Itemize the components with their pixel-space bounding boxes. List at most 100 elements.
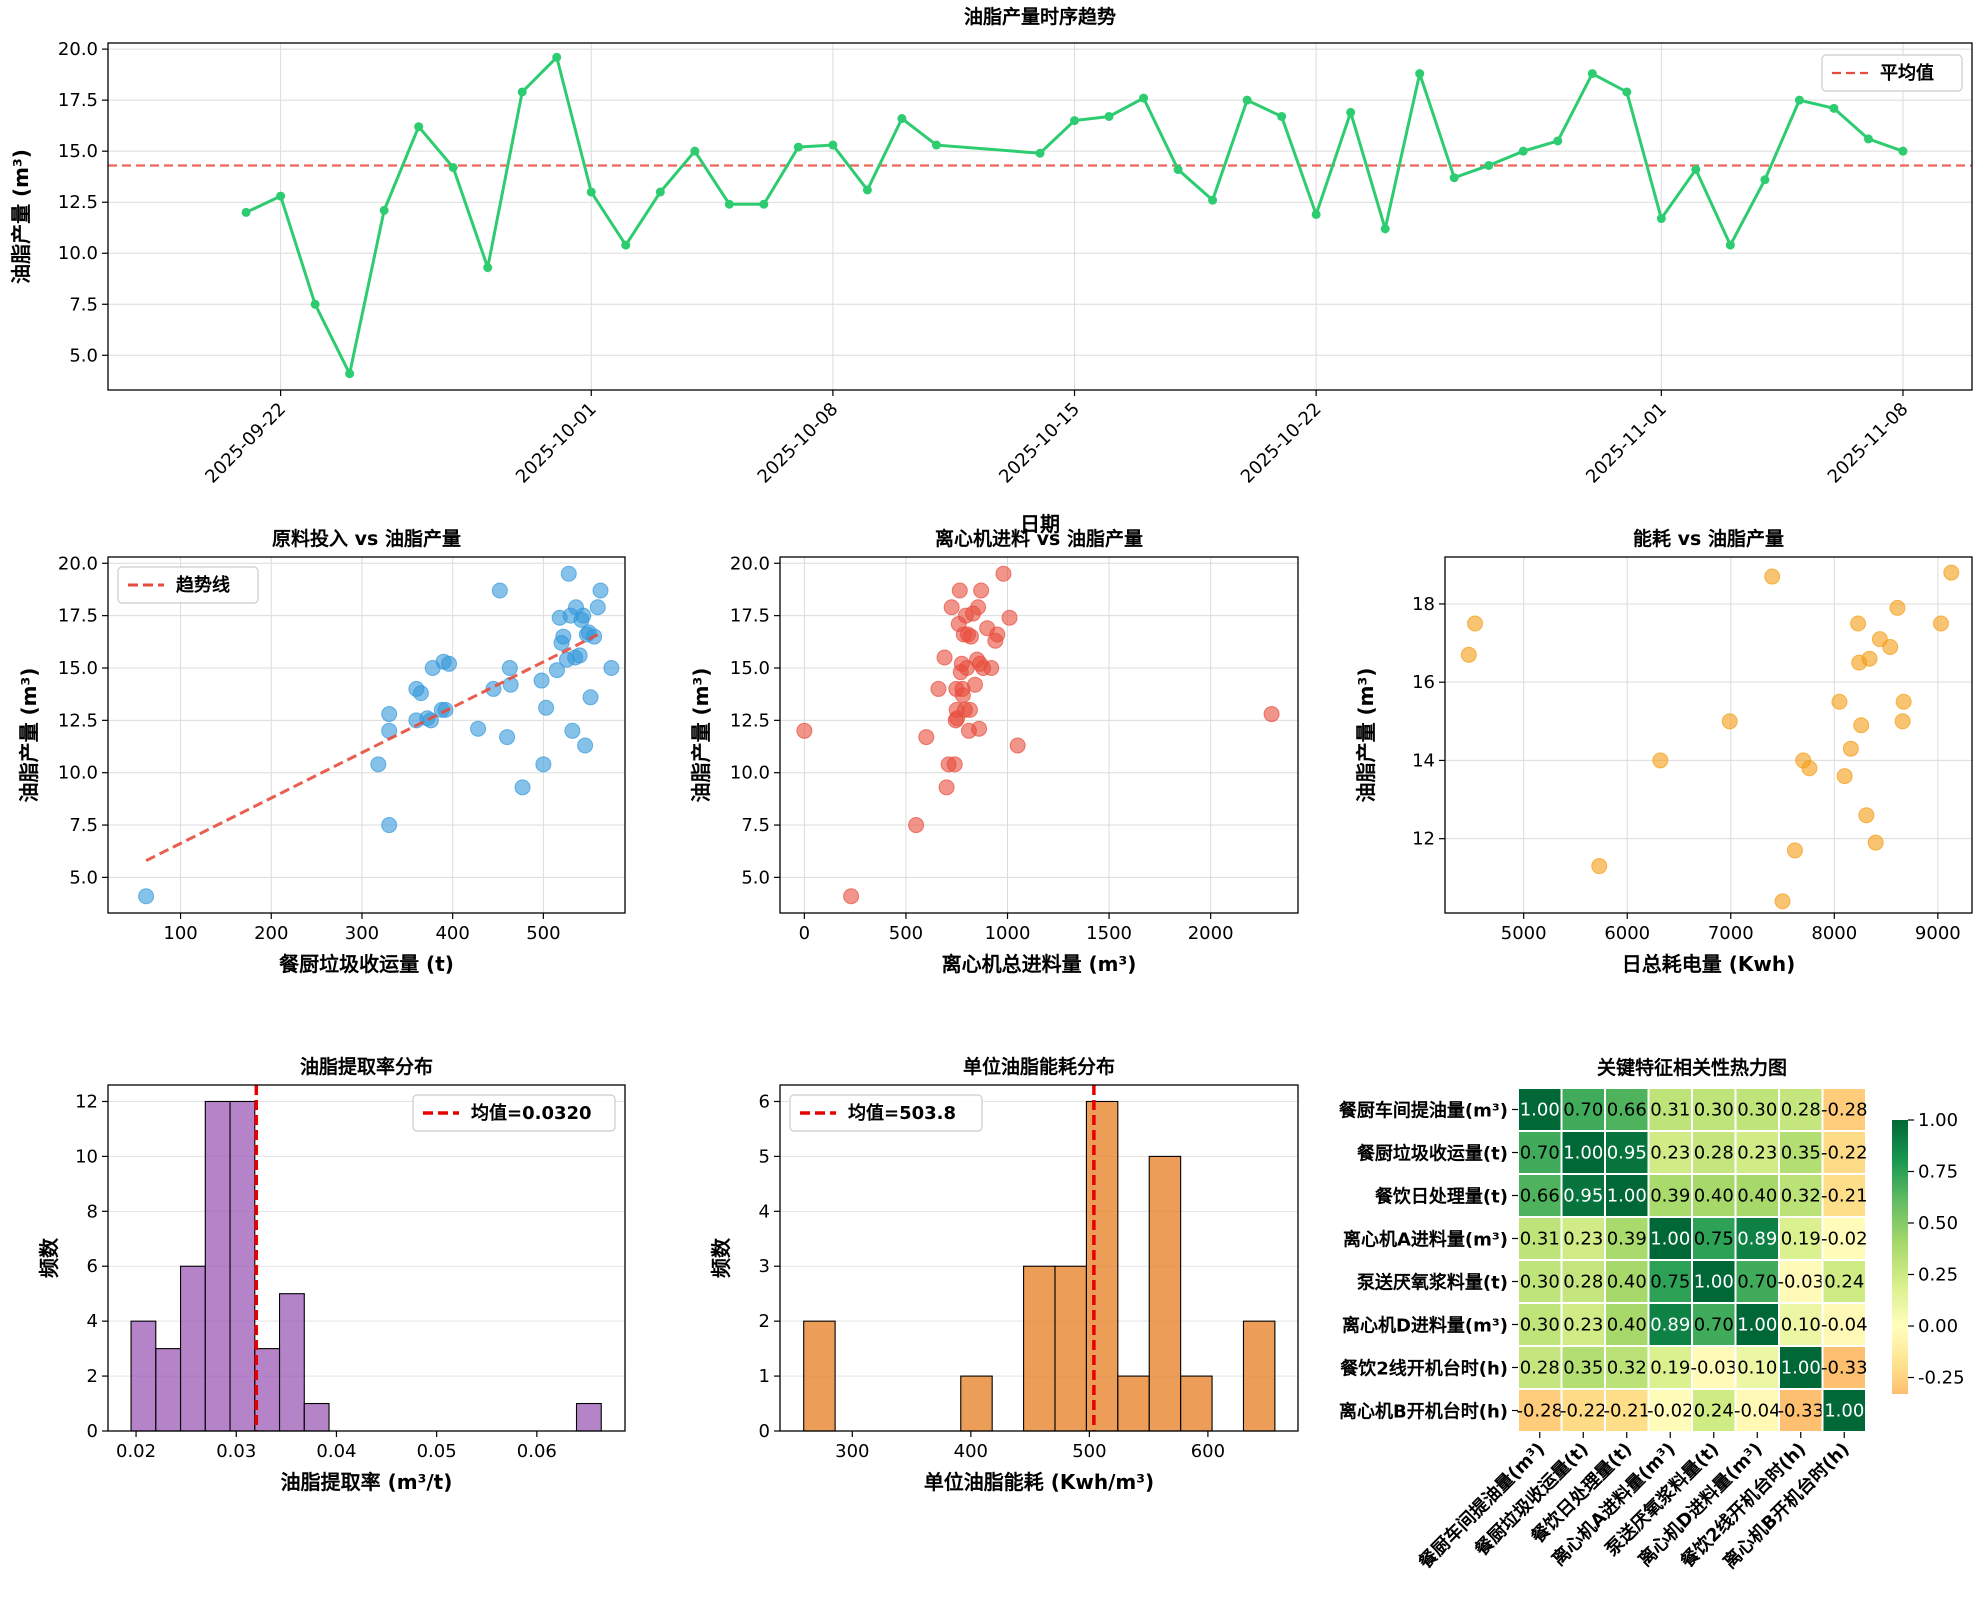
data-point <box>918 729 935 746</box>
data-point <box>276 191 286 201</box>
heatmap-cell <box>1821 1216 1867 1261</box>
data-point <box>1449 173 1459 183</box>
y-axis-label: 油脂产量 (m³) <box>1354 668 1378 803</box>
heatmap-value: 1.00 <box>1694 1272 1734 1293</box>
heatmap-value: 0.28 <box>1563 1272 1603 1293</box>
data-point <box>381 817 398 834</box>
data-point <box>930 680 947 697</box>
x-tick-label: 1500 <box>1086 923 1132 944</box>
y-tick-label: 17.5 <box>58 606 98 627</box>
heatmap-value: 0.24 <box>1824 1272 1864 1293</box>
y-tick-label: 0 <box>87 1421 98 1442</box>
histogram-bar <box>1242 1320 1276 1432</box>
heatmap-cell <box>1778 1259 1824 1304</box>
heatmap-value: 1.00 <box>1781 1358 1821 1379</box>
data-point <box>1725 240 1735 250</box>
data-point <box>938 779 955 796</box>
data-point <box>1518 146 1528 156</box>
data-point <box>1587 69 1597 79</box>
data-point <box>1943 564 1960 581</box>
heatmap-cell <box>1560 1345 1606 1390</box>
heatmap-value: 0.40 <box>1694 1186 1734 1207</box>
heatmap-value: 0.32 <box>1781 1186 1821 1207</box>
x-axis-label: 离心机总进料量 (m³) <box>942 952 1137 976</box>
legend-label: 平均值 <box>1880 62 1934 84</box>
y-tick-label: 7.5 <box>69 294 98 315</box>
histogram-bar <box>155 1348 182 1432</box>
chart-title: 油脂产量时序趋势 <box>964 5 1116 28</box>
data-point <box>1861 650 1878 667</box>
heatmap-cell <box>1647 1216 1693 1261</box>
row-label: 餐厨垃圾收运量(t) <box>1356 1143 1508 1165</box>
heatmap-cell <box>1734 1087 1780 1132</box>
row-label: 离心机D进料量(m³) <box>1342 1315 1508 1337</box>
data-point <box>1801 760 1818 777</box>
histogram-bar <box>179 1265 206 1432</box>
data-point <box>1774 893 1791 910</box>
histogram-bar <box>130 1320 157 1432</box>
heatmap-value: 0.89 <box>1650 1315 1690 1336</box>
row-label: 离心机B开机台时(h) <box>1339 1401 1508 1423</box>
heatmap-value: 0.30 <box>1737 1100 1777 1121</box>
data-point <box>470 720 487 737</box>
heatmap-value: 1.00 <box>1737 1315 1777 1336</box>
heatmap-cell <box>1604 1173 1650 1218</box>
y-axis-label: 油脂产量 (m³) <box>689 668 713 803</box>
histogram-bar <box>960 1375 993 1432</box>
heatmap-value: 0.40 <box>1737 1186 1777 1207</box>
y-tick-label: 15.0 <box>730 658 770 679</box>
x-tick-label: 2025-11-01 <box>1582 399 1671 488</box>
data-point <box>1001 609 1018 626</box>
y-tick-label: 15.0 <box>58 658 98 679</box>
data-point <box>1070 116 1080 126</box>
chart-title: 原料投入 vs 油脂产量 <box>272 527 461 550</box>
data-point <box>1895 693 1912 710</box>
data-point <box>1842 740 1859 757</box>
heatmap-cell <box>1560 1173 1606 1218</box>
data-point <box>370 756 387 773</box>
heatmap-value: 0.35 <box>1781 1143 1821 1164</box>
heatmap-value: 0.95 <box>1563 1186 1603 1207</box>
x-tick-label: 2025-11-08 <box>1824 399 1913 488</box>
timeseries-chart: 5.0 7.5 10.0 12.5 15.0 17.5 20.0 2025-09-22 2025… <box>9 5 1973 536</box>
legend-label: 均值=503.8 <box>848 1102 956 1124</box>
y-tick-label: 10.0 <box>730 763 770 784</box>
data-point <box>793 142 803 152</box>
data-point <box>908 817 925 834</box>
histogram-bar <box>204 1100 231 1432</box>
x-tick-label: 2025-10-15 <box>995 399 1084 488</box>
x-axis-label: 日总耗电量 (Kwh) <box>1622 952 1795 976</box>
data-point <box>1882 638 1899 655</box>
data-point <box>1208 195 1218 205</box>
data-point <box>724 199 734 209</box>
x-tick-label: 600 <box>1191 1441 1225 1462</box>
heatmap-value: 0.23 <box>1737 1143 1777 1164</box>
trend-line <box>145 631 603 862</box>
y-tick-label: 6 <box>87 1256 98 1277</box>
data-point <box>1035 148 1045 158</box>
heatmap-value: -0.33 <box>1777 1401 1824 1422</box>
data-point <box>1889 599 1906 616</box>
x-tick-label: 0.02 <box>116 1441 156 1462</box>
x-tick-label: 0.06 <box>517 1441 557 1462</box>
y-tick-label: 5.0 <box>69 867 98 888</box>
heatmap-value: 0.31 <box>1650 1100 1690 1121</box>
y-tick-label: 12.5 <box>58 192 98 213</box>
x-tick-label: 0.05 <box>417 1441 457 1462</box>
histogram-bar <box>278 1293 305 1432</box>
heatmap-cell <box>1821 1388 1867 1433</box>
data-point <box>995 565 1012 582</box>
heatmap-cell <box>1691 1345 1737 1390</box>
data-point <box>138 888 155 905</box>
heatmap-cell <box>1734 1388 1780 1433</box>
x-axis-label: 餐厨垃圾收运量 (t) <box>279 952 454 976</box>
data-point <box>655 187 665 197</box>
data-point <box>548 662 565 679</box>
heatmap-value: 0.31 <box>1520 1229 1560 1250</box>
heatmap-value: 0.75 <box>1694 1229 1734 1250</box>
data-point <box>1867 834 1884 851</box>
y-tick-label: 20.0 <box>730 553 770 574</box>
heatmap-cell <box>1604 1216 1650 1261</box>
x-tick-label: 0 <box>799 923 810 944</box>
histogram-bar <box>1148 1155 1182 1432</box>
